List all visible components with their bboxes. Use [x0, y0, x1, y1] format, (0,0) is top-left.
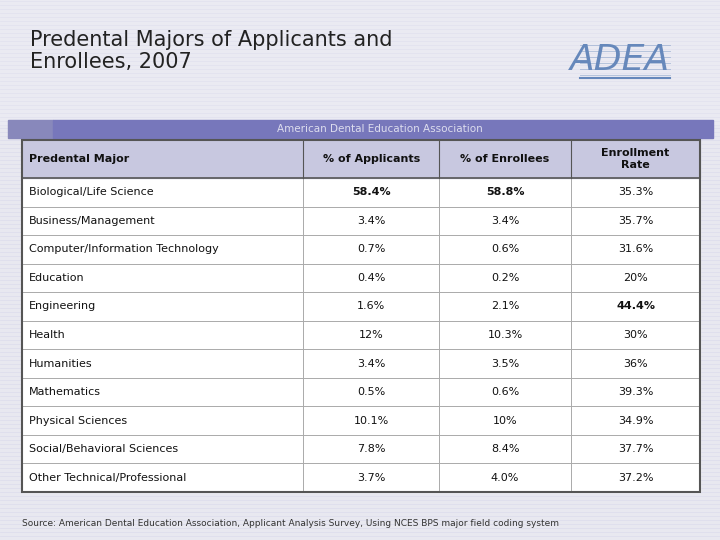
Text: 37.7%: 37.7% — [618, 444, 653, 454]
Text: Other Technical/Professional: Other Technical/Professional — [29, 472, 186, 483]
Text: 30%: 30% — [624, 330, 648, 340]
Text: Mathematics: Mathematics — [29, 387, 101, 397]
Text: Predental Majors of Applicants and: Predental Majors of Applicants and — [30, 30, 392, 50]
Bar — [8, 120, 53, 138]
Text: Engineering: Engineering — [29, 301, 96, 312]
Text: 3.4%: 3.4% — [357, 359, 385, 368]
Text: 8.4%: 8.4% — [491, 444, 519, 454]
Text: 0.6%: 0.6% — [491, 245, 519, 254]
Text: Biological/Life Science: Biological/Life Science — [29, 187, 153, 197]
Text: 20%: 20% — [624, 273, 648, 283]
Text: 39.3%: 39.3% — [618, 387, 653, 397]
Text: Physical Sciences: Physical Sciences — [29, 416, 127, 426]
Text: 34.9%: 34.9% — [618, 416, 653, 426]
Text: Social/Behavioral Sciences: Social/Behavioral Sciences — [29, 444, 178, 454]
Text: 0.6%: 0.6% — [491, 387, 519, 397]
Text: Source: American Dental Education Association, Applicant Analysis Survey, Using : Source: American Dental Education Associ… — [22, 519, 559, 528]
Text: Enrollees, 2007: Enrollees, 2007 — [30, 52, 192, 72]
Text: 1.6%: 1.6% — [357, 301, 385, 312]
Text: % of Enrollees: % of Enrollees — [461, 154, 549, 164]
Text: 10%: 10% — [492, 416, 518, 426]
Text: 37.2%: 37.2% — [618, 472, 653, 483]
Bar — [22, 140, 700, 492]
Text: Predental Major: Predental Major — [29, 154, 130, 164]
Text: 44.4%: 44.4% — [616, 301, 655, 312]
Text: 36%: 36% — [624, 359, 648, 368]
Text: 2.1%: 2.1% — [491, 301, 519, 312]
Text: Business/Management: Business/Management — [29, 216, 156, 226]
Text: 35.3%: 35.3% — [618, 187, 653, 197]
Text: American Dental Education Association: American Dental Education Association — [277, 124, 483, 134]
Text: 31.6%: 31.6% — [618, 245, 653, 254]
Bar — [22, 140, 700, 492]
Text: 58.4%: 58.4% — [352, 187, 390, 197]
Text: Humanities: Humanities — [29, 359, 93, 368]
Text: 3.5%: 3.5% — [491, 359, 519, 368]
Text: Education: Education — [29, 273, 85, 283]
Text: 0.2%: 0.2% — [491, 273, 519, 283]
Text: 0.4%: 0.4% — [357, 273, 385, 283]
Text: 4.0%: 4.0% — [491, 472, 519, 483]
Text: Enrollment
Rate: Enrollment Rate — [601, 148, 670, 170]
Bar — [22, 140, 700, 178]
Text: 58.8%: 58.8% — [486, 187, 524, 197]
Text: 7.8%: 7.8% — [357, 444, 385, 454]
Text: 10.1%: 10.1% — [354, 416, 389, 426]
Bar — [0, 0, 720, 125]
Text: 3.4%: 3.4% — [491, 216, 519, 226]
Text: Computer/Information Technology: Computer/Information Technology — [29, 245, 219, 254]
Text: 0.5%: 0.5% — [357, 387, 385, 397]
Text: 0.7%: 0.7% — [357, 245, 385, 254]
Text: Health: Health — [29, 330, 66, 340]
Text: 10.3%: 10.3% — [487, 330, 523, 340]
Bar — [53, 120, 713, 138]
Text: 3.7%: 3.7% — [357, 472, 385, 483]
Text: 3.4%: 3.4% — [357, 216, 385, 226]
Text: 35.7%: 35.7% — [618, 216, 653, 226]
Text: ADEA: ADEA — [570, 43, 670, 77]
Text: % of Applicants: % of Applicants — [323, 154, 420, 164]
Text: 12%: 12% — [359, 330, 384, 340]
